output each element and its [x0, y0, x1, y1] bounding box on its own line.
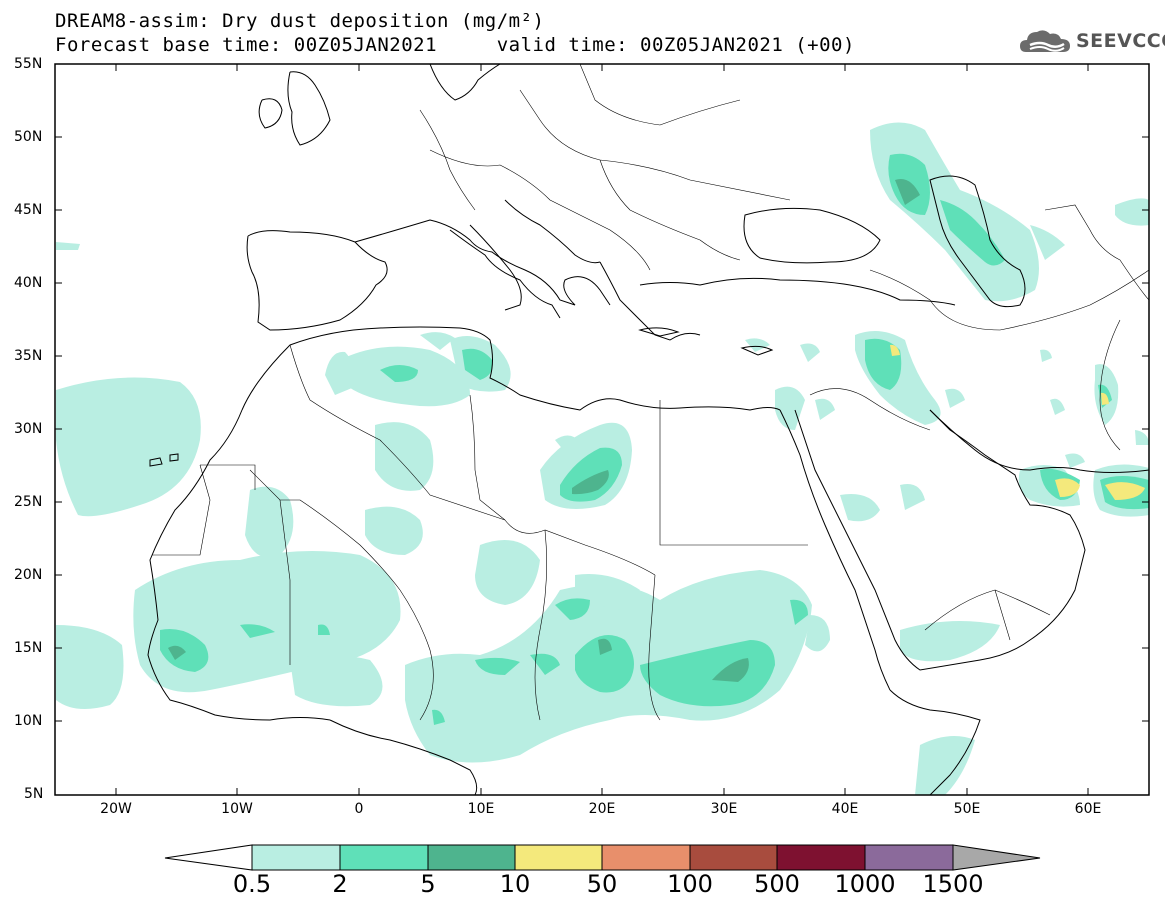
colorbar-label: 1500	[922, 870, 984, 898]
lat-label: 5N	[24, 786, 44, 802]
lon-label: 0	[354, 801, 364, 817]
colorbar-bin-7	[776, 844, 866, 871]
country-borders	[152, 64, 1149, 721]
map-subtitle: Forecast base time: 00Z05JAN2021 valid t…	[55, 34, 855, 56]
colorbar-bin-8	[864, 844, 954, 871]
lat-label: 40N	[14, 275, 43, 291]
colorbar-bin-1	[251, 844, 341, 871]
lat-label: 55N	[14, 56, 43, 72]
field-2-5	[160, 153, 1149, 725]
colorbar-label: 2	[332, 870, 348, 898]
lat-label: 45N	[14, 202, 43, 218]
lat-label: 15N	[14, 640, 43, 656]
colorbar-bin-5	[601, 844, 691, 871]
colorbar-bin-2	[339, 844, 429, 871]
lon-label: 10W	[221, 801, 253, 817]
lat-label: 25N	[14, 494, 43, 510]
colorbar	[164, 844, 1041, 871]
lon-label: 50E	[953, 801, 981, 817]
map-title: DREAM8-assim: Dry dust deposition (mg/m²…	[55, 10, 545, 32]
colorbar-bin-3	[427, 844, 516, 871]
lon-label: 20E	[588, 801, 616, 817]
lon-label: 20W	[100, 801, 132, 817]
colorbar-bin-6	[689, 844, 778, 871]
lat-label: 30N	[14, 421, 43, 437]
lon-label: 10E	[467, 801, 495, 817]
lat-label: 50N	[14, 129, 43, 145]
axis-ticks	[55, 63, 1149, 795]
colorbar-bin-4	[514, 844, 603, 871]
coastlines	[147, 64, 1149, 795]
logo-text: SEEVCCC	[1076, 30, 1165, 52]
colorbar-label: 10	[499, 870, 531, 898]
colorbar-over-arrow	[952, 844, 1041, 871]
lon-label: 40E	[831, 801, 859, 817]
seevccc-logo: SEEVCCC	[1018, 26, 1165, 60]
colorbar-label: 1000	[834, 870, 896, 898]
colorbar-label: 0.5	[232, 870, 272, 898]
field-5-10	[168, 179, 920, 682]
colorbar-label: 500	[754, 870, 800, 898]
colorbar-label: 5	[420, 870, 436, 898]
colorbar-label: 100	[667, 870, 713, 898]
lat-label: 10N	[14, 713, 43, 729]
colorbar-label: 50	[586, 870, 618, 898]
field-10-50	[890, 344, 1145, 500]
lon-label: 30E	[710, 801, 738, 817]
cloud-logo-icon	[1020, 30, 1070, 52]
dust-fields	[56, 122, 1149, 795]
lat-label: 20N	[14, 567, 43, 583]
lat-label: 35N	[14, 348, 43, 364]
colorbar-under-arrow	[164, 844, 253, 871]
lon-label: 60E	[1074, 801, 1102, 817]
